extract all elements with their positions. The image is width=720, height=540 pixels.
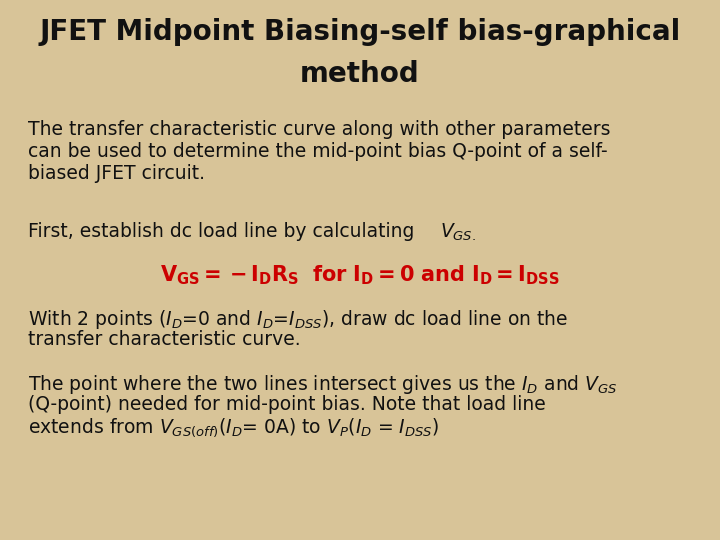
Text: $\it{V}_{GS.}$: $\it{V}_{GS.}$ [440, 222, 476, 244]
Text: $\mathbf{V_{GS} = -I_DR_S\ \ for\ I_D{=}0\ and\ I_D{=}I_{DSS}}$: $\mathbf{V_{GS} = -I_DR_S\ \ for\ I_D{=}… [161, 263, 559, 287]
Text: extends from $\it{V_{GS(off)}}$($\it{I_D}$= 0A) to $\it{V_P}$($\it{I_D}$ = $\it{: extends from $\it{V_{GS(off)}}$($\it{I_D… [28, 417, 439, 439]
Text: (Q-point) needed for mid-point bias. Note that load line: (Q-point) needed for mid-point bias. Not… [28, 395, 546, 414]
Text: biased JFET circuit.: biased JFET circuit. [28, 164, 205, 183]
Text: can be used to determine the mid-point bias Q-point of a self-: can be used to determine the mid-point b… [28, 142, 608, 161]
Text: method: method [300, 60, 420, 88]
Text: The point where the two lines intersect gives us the $\it{I_D}$ and $\it{V_{GS}}: The point where the two lines intersect … [28, 373, 618, 396]
Text: With 2 points ($I_D$=0 and $I_D$=$I_{DSS}$), draw dc load line on the: With 2 points ($I_D$=0 and $I_D$=$I_{DSS… [28, 308, 568, 331]
Text: JFET Midpoint Biasing-self bias-graphical: JFET Midpoint Biasing-self bias-graphica… [40, 18, 680, 46]
Text: First, establish dc load line by calculating: First, establish dc load line by calcula… [28, 222, 420, 241]
Text: The transfer characteristic curve along with other parameters: The transfer characteristic curve along … [28, 120, 611, 139]
Text: transfer characteristic curve.: transfer characteristic curve. [28, 330, 301, 349]
